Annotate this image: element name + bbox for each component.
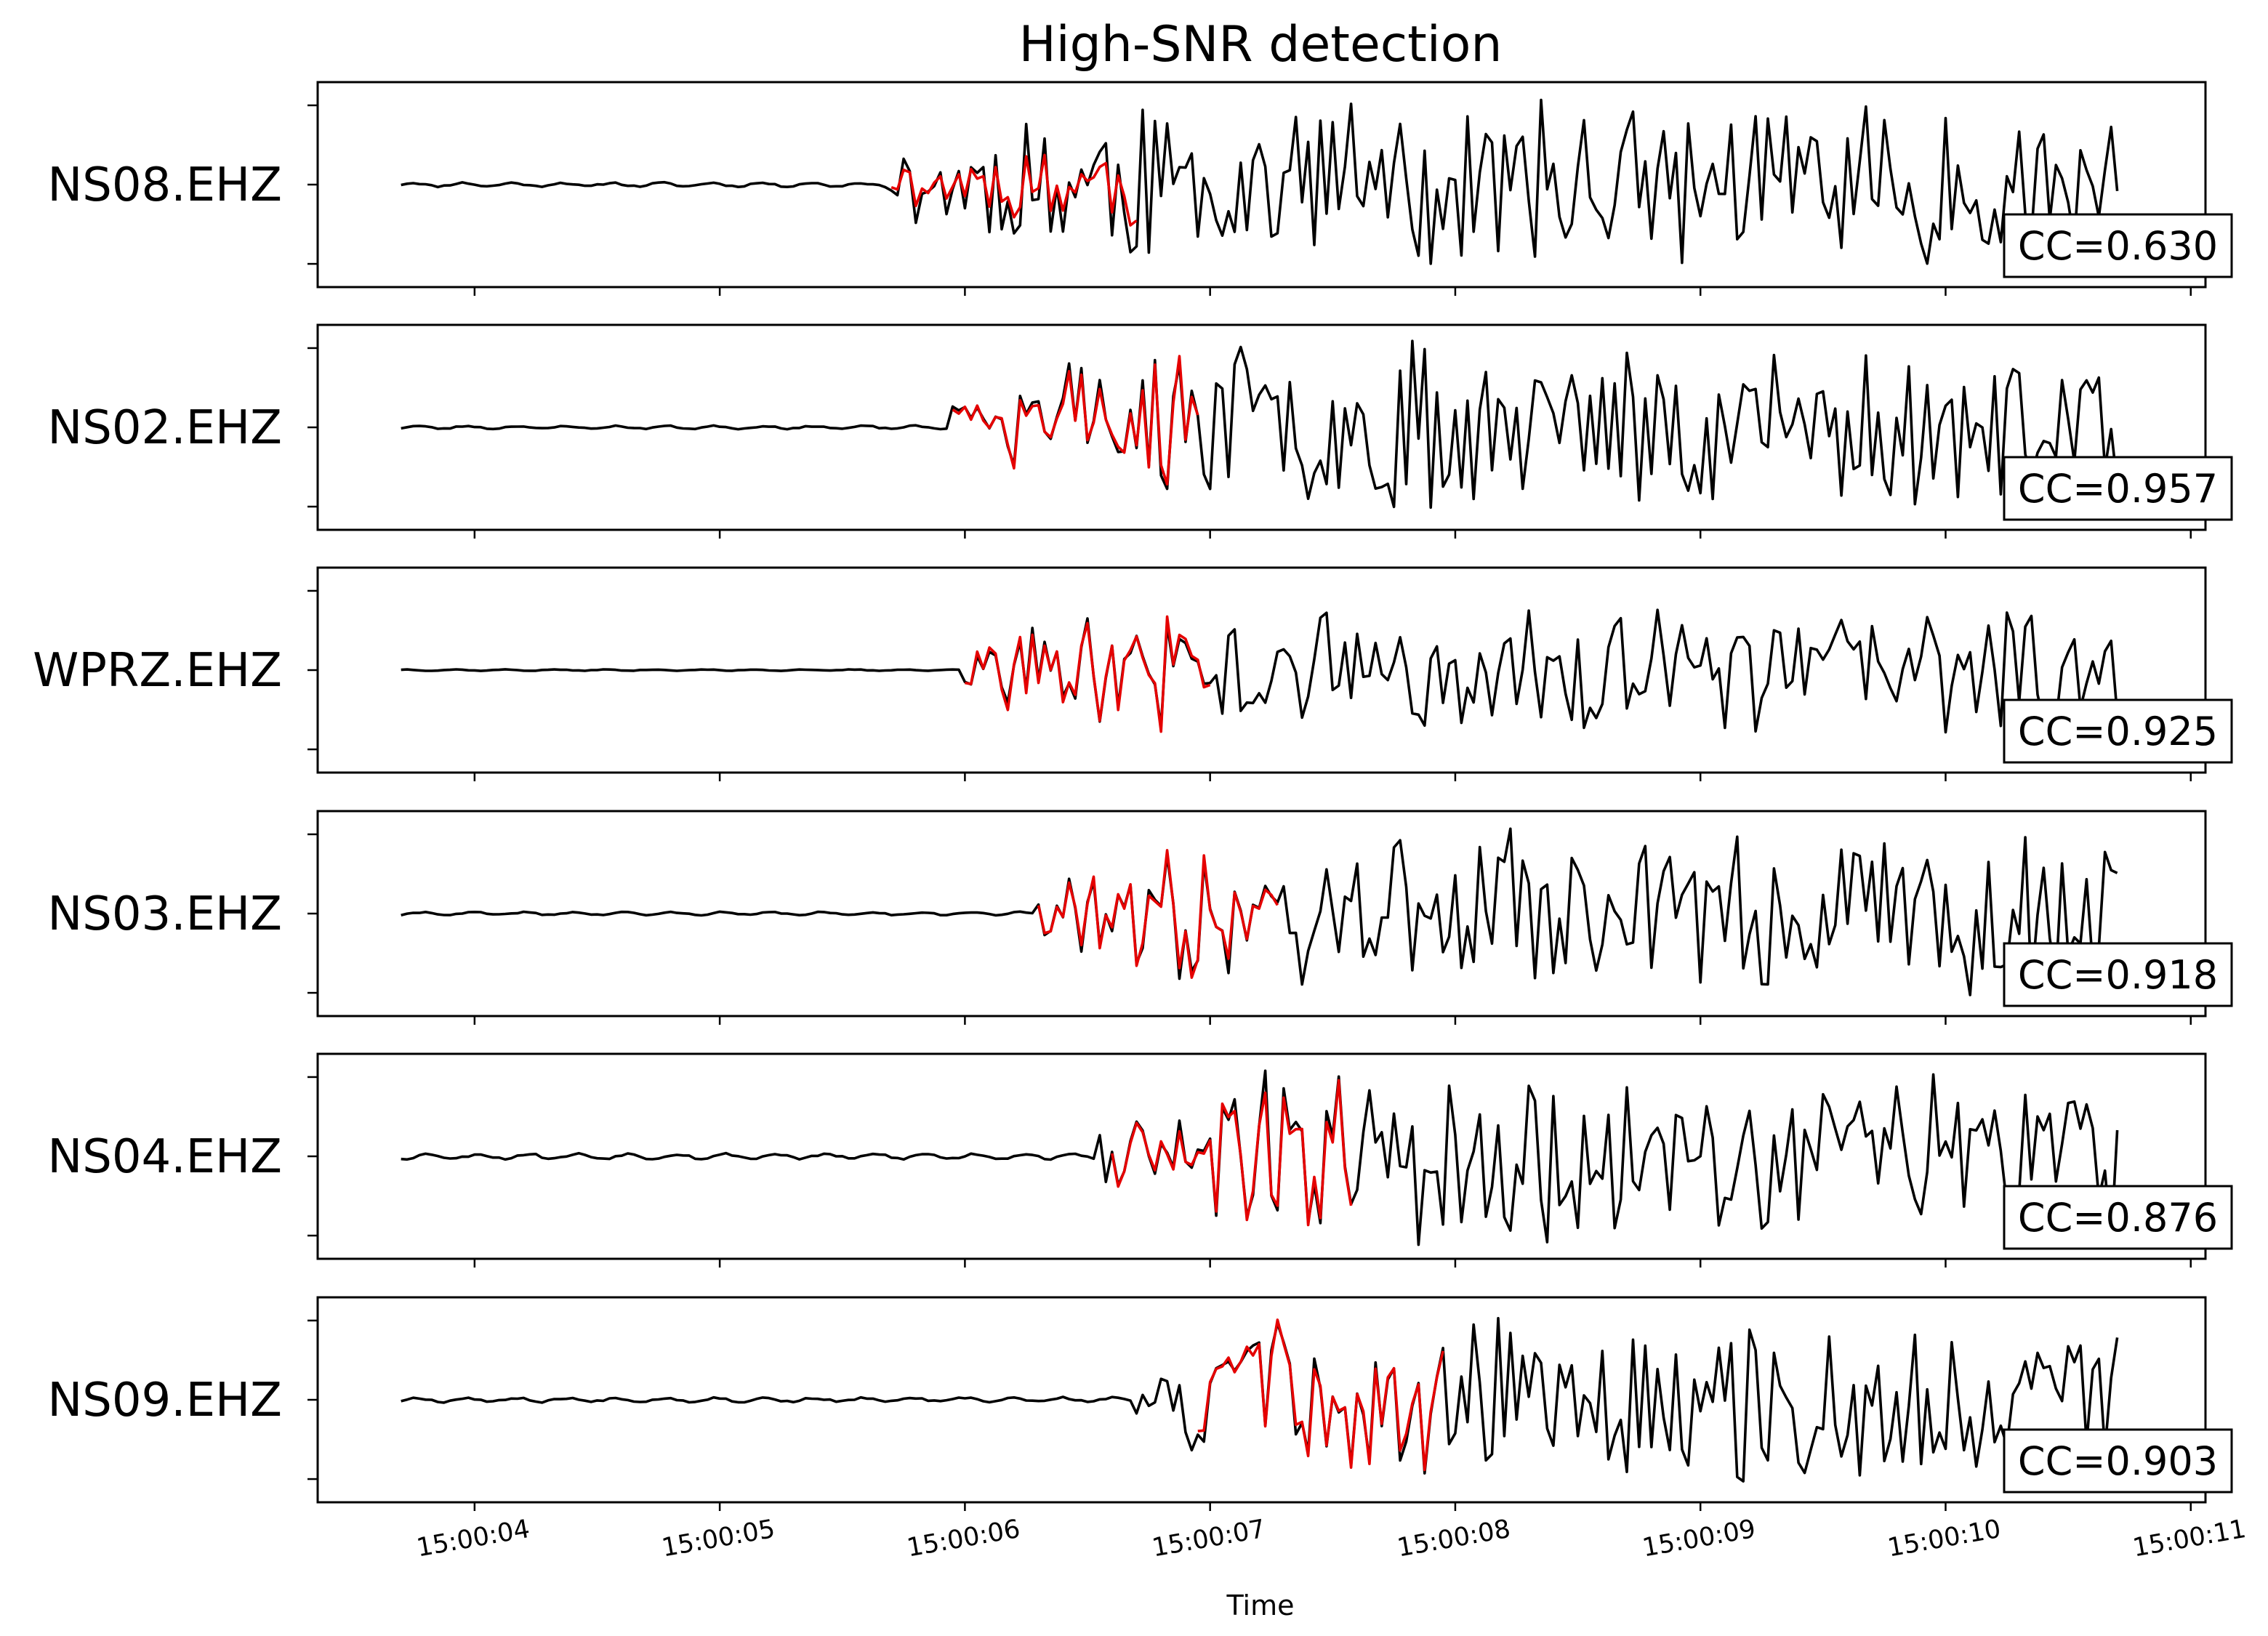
x-axis-label: Time (1226, 1589, 1295, 1621)
x-tick-label: 15:00:07 (1150, 1515, 1268, 1563)
template-trace (965, 615, 1211, 733)
continuous-trace (401, 339, 2119, 509)
template-trace (952, 355, 1199, 486)
template-trace (890, 153, 1138, 227)
cc-value: CC=0.630 (2018, 223, 2218, 269)
trace-panel: NS08.EHZ CC=0.630 (47, 81, 2233, 296)
continuous-trace (401, 608, 2119, 734)
cc-value: CC=0.918 (2018, 952, 2218, 998)
cc-box (2003, 213, 2233, 278)
x-tick-label: 15:00:04 (414, 1515, 532, 1563)
template-trace (1037, 849, 1279, 979)
trace-panel: NS02.EHZ CC=0.957 (47, 323, 2233, 539)
trace-panel: NS03.EHZ CC=0.918 (47, 810, 2233, 1025)
continuous-trace (401, 98, 2119, 265)
trace-panel: WPRZ.EHZ CC=0.925 (33, 566, 2233, 781)
station-label: NS09.EHZ (47, 1374, 282, 1427)
x-tick-label: 15:00:06 (905, 1515, 1023, 1563)
panel-frame (316, 1052, 2207, 1260)
x-tick-label: 15:00:09 (1640, 1515, 1758, 1563)
x-tick-label: 15:00:08 (1395, 1515, 1513, 1563)
continuous-trace (401, 1069, 2119, 1246)
chart-title: High-SNR detection (1019, 16, 1503, 73)
x-tick-label: 15:00:10 (1886, 1515, 2003, 1563)
cc-box (2003, 1185, 2233, 1250)
template-trace (1111, 1079, 1353, 1227)
station-label: NS04.EHZ (47, 1130, 282, 1184)
continuous-trace (401, 827, 2118, 996)
x-tick-label: 15:00:11 (2131, 1515, 2248, 1563)
trace-panel: NS04.EHZ CC=0.876 (47, 1052, 2233, 1268)
cc-box (2003, 698, 2233, 764)
station-label: NS08.EHZ (47, 158, 282, 212)
station-label: NS02.EHZ (47, 401, 282, 455)
cc-box (2003, 456, 2233, 521)
x-axis: 15:00:04 15:00:05 15:00:06 15:00:07 15:00:08… (414, 1515, 2248, 1563)
cc-value: CC=0.957 (2018, 466, 2218, 512)
cc-box (2003, 1428, 2233, 1494)
template-trace (1197, 1318, 1444, 1472)
cc-value: CC=0.925 (2018, 709, 2218, 754)
cc-value: CC=0.903 (2018, 1438, 2218, 1484)
station-label: NS03.EHZ (47, 887, 282, 941)
cc-value: CC=0.876 (2018, 1195, 2218, 1241)
station-label: WPRZ.EHZ (33, 644, 282, 698)
cc-box (2003, 942, 2233, 1007)
panels: NS08.EHZ CC=0.630 NS02.EHZ CC=0.957 WPRZ.EHZ… (33, 81, 2233, 1511)
x-tick-label: 15:00:05 (659, 1515, 777, 1563)
continuous-trace (401, 1317, 2119, 1483)
trace-panel: NS09.EHZ CC=0.903 (47, 1296, 2233, 1511)
